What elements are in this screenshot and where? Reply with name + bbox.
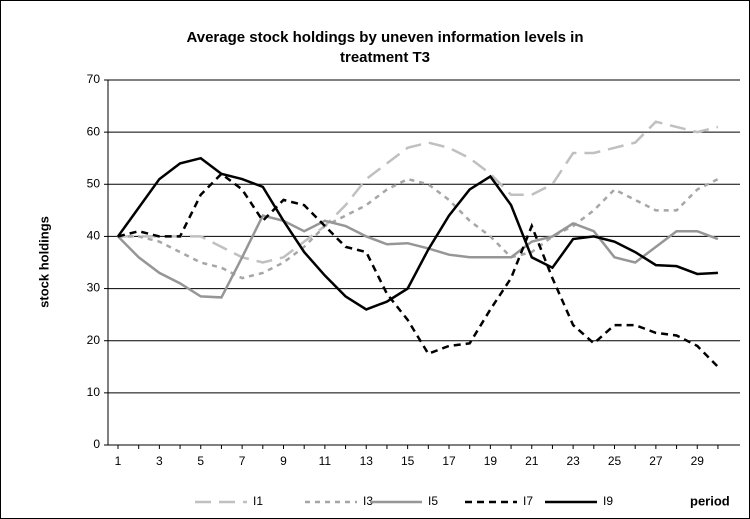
y-tick-label: 60 bbox=[87, 124, 101, 138]
x-tick-label: 13 bbox=[360, 454, 374, 468]
series-line bbox=[118, 120, 719, 264]
x-tick-label: 29 bbox=[691, 454, 705, 468]
y-tick-label: 30 bbox=[87, 281, 101, 295]
legend-label: I1 bbox=[253, 494, 263, 508]
x-tick-label: 19 bbox=[484, 454, 498, 468]
x-tick-label: 21 bbox=[525, 454, 539, 468]
series-line bbox=[116, 156, 718, 311]
x-tick-label: 15 bbox=[401, 454, 415, 468]
x-tick-label: 11 bbox=[319, 454, 332, 468]
y-tick-label: 40 bbox=[87, 229, 101, 243]
x-tick-label: 3 bbox=[156, 454, 163, 468]
legend-label: I9 bbox=[603, 494, 613, 508]
series-line bbox=[117, 214, 719, 299]
x-tick-label: 1 bbox=[115, 454, 122, 468]
x-tick-label: 25 bbox=[608, 454, 622, 468]
y-tick-label: 20 bbox=[87, 333, 101, 347]
chart-title: treatment T3 bbox=[340, 49, 430, 66]
x-tick-label: 7 bbox=[239, 454, 246, 468]
chart-title: Average stock holdings by uneven informa… bbox=[186, 29, 583, 46]
x-tick-label: 23 bbox=[566, 454, 580, 468]
x-axis-title: period bbox=[690, 493, 730, 508]
y-tick-label: 0 bbox=[93, 437, 100, 451]
y-tick-label: 10 bbox=[87, 385, 101, 399]
x-tick-label: 27 bbox=[649, 454, 663, 468]
y-tick-label: 70 bbox=[87, 72, 101, 86]
x-tick-label: 9 bbox=[280, 454, 287, 468]
legend-label: I5 bbox=[428, 494, 438, 508]
x-tick-label: 5 bbox=[197, 454, 204, 468]
series-line bbox=[117, 172, 719, 368]
y-axis-title: stock holdings bbox=[36, 216, 51, 308]
legend-label: I7 bbox=[523, 494, 533, 508]
x-tick-label: 17 bbox=[442, 454, 456, 468]
y-tick-label: 50 bbox=[87, 176, 101, 190]
legend-label: I3 bbox=[363, 494, 373, 508]
